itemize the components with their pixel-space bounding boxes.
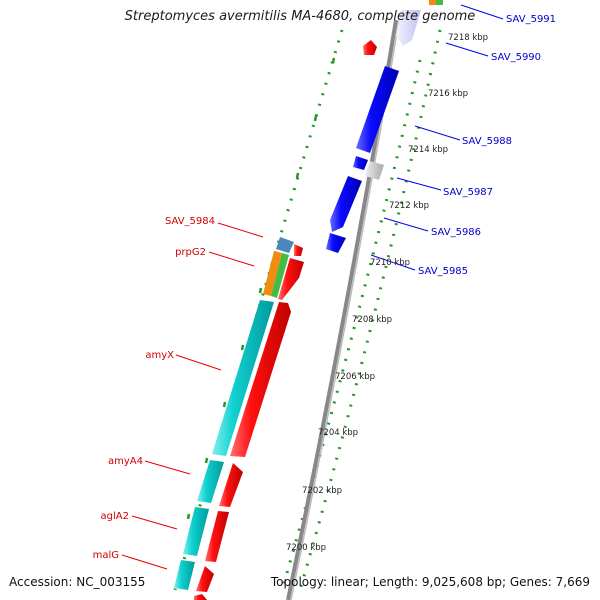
cyan-track-segment-3 — [183, 507, 209, 556]
feature-red-agla2 — [205, 511, 229, 562]
reverse-gene-labels: SAV_5984 prpG2 amyX amyA4 aglA2 malG — [93, 216, 264, 570]
gene-label-agla2[interactable]: aglA2 — [101, 511, 129, 522]
feature-sav5987 — [365, 161, 384, 180]
feature-sav5987-small — [353, 156, 368, 170]
feature-orange-top — [429, 0, 436, 5]
tick-label-7210: 7210 kbp — [370, 258, 410, 268]
feature-orange — [263, 251, 282, 296]
feature-sav5991 — [396, 10, 421, 46]
scale-ticks: 7218 kbp 7216 kbp 7214 kbp 7212 kbp 7210… — [286, 33, 488, 553]
cyan-track-segment-4 — [174, 560, 195, 590]
gene-label-prpg2[interactable]: prpG2 — [175, 247, 206, 258]
topology-text: Topology: linear; Length: 9,025,608 bp; … — [270, 575, 590, 589]
gene-label-sav5990[interactable]: SAV_5990 — [491, 52, 541, 63]
feature-red-bottom — [194, 594, 207, 600]
feature-sav5984 — [276, 237, 294, 253]
forward-gene-labels: SAV_5991 SAV_5990 SAV_5988 SAV_5987 SAV_… — [370, 4, 556, 277]
tick-label-7204: 7204 kbp — [318, 428, 358, 438]
feature-sav5985 — [326, 233, 346, 253]
feature-green-top — [436, 0, 443, 5]
tick-label-7214: 7214 kbp — [408, 145, 448, 155]
accession-text: Accession: NC_003155 — [9, 575, 146, 589]
forward-strand-features — [326, 0, 443, 253]
cyan-track-segment-2 — [197, 460, 224, 503]
gene-label-sav5991[interactable]: SAV_5991 — [506, 14, 556, 25]
feature-red-amya4 — [219, 463, 243, 507]
feature-red-malg — [196, 566, 214, 592]
gene-label-sav5988[interactable]: SAV_5988 — [462, 136, 512, 147]
reverse-strand-features — [174, 40, 377, 600]
tick-label-7202: 7202 kbp — [302, 486, 342, 496]
gene-label-sav5986[interactable]: SAV_5986 — [431, 227, 481, 238]
feature-green — [271, 253, 289, 298]
gene-label-malg[interactable]: malG — [93, 550, 119, 561]
tick-label-7200: 7200 kbp — [286, 543, 326, 553]
tick-label-7208: 7208 kbp — [352, 315, 392, 325]
feature-red-amyx — [230, 302, 291, 457]
tick-label-7218: 7218 kbp — [448, 33, 488, 43]
gene-label-amyx[interactable]: amyX — [145, 350, 174, 361]
dotted-ring-inner — [280, 59, 422, 591]
gene-label-sav5987[interactable]: SAV_5987 — [443, 187, 493, 198]
feature-sav5988 — [356, 66, 399, 153]
feature-small-red-top — [363, 40, 377, 55]
feature-prpg2-small — [294, 244, 303, 256]
tick-label-7212: 7212 kbp — [389, 201, 429, 211]
tick-label-7216: 7216 kbp — [428, 89, 468, 99]
map-title: Streptomyces avermitilis MA-4680, comple… — [124, 9, 476, 24]
feature-red-long-1 — [278, 258, 304, 300]
left-ring-ticks — [186, 57, 336, 520]
feature-sav5986 — [330, 176, 362, 232]
gene-label-sav5984[interactable]: SAV_5984 — [165, 216, 215, 227]
gene-label-amya4[interactable]: amyA4 — [108, 456, 143, 467]
gene-label-sav5985[interactable]: SAV_5985 — [418, 266, 468, 277]
cyan-track-segment-1 — [212, 300, 274, 456]
tick-label-7206: 7206 kbp — [335, 372, 375, 382]
